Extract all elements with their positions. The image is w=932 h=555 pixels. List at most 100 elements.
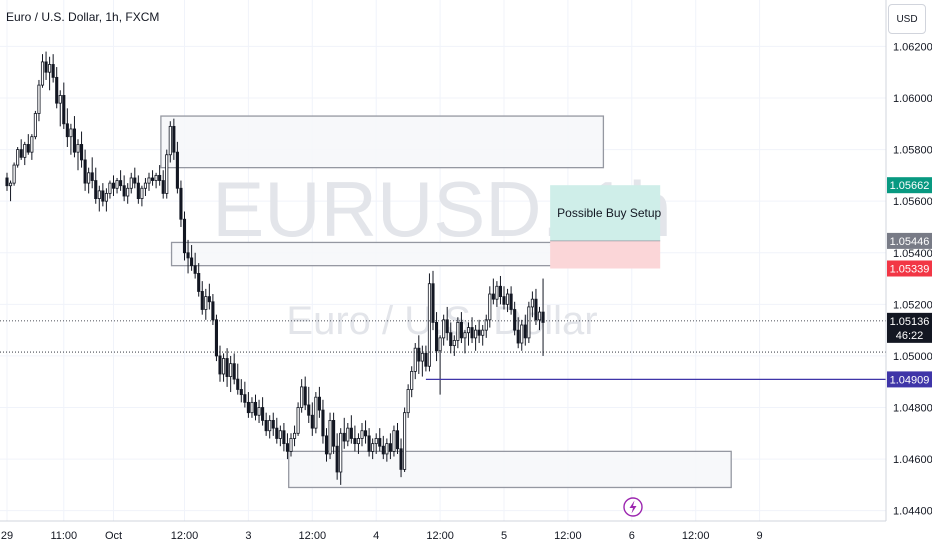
candle-body: [520, 324, 524, 344]
candle-body: [445, 319, 449, 334]
candle-body: [87, 172, 91, 184]
candle-body: [541, 311, 545, 323]
candle-body: [115, 180, 119, 189]
candle-body: [119, 180, 123, 187]
candle-body: [385, 443, 389, 455]
candles: [5, 51, 545, 485]
candle-body: [97, 190, 101, 199]
time-tick-label: 12:00: [426, 530, 454, 542]
candle-body: [30, 136, 34, 153]
candle-body: [339, 432, 343, 473]
candle-body: [456, 322, 460, 341]
candle-body: [12, 164, 16, 184]
supply-zone-upper: [160, 115, 605, 169]
symbol-title[interactable]: Euro / U.S. Dollar, 1h, FXCM: [6, 10, 160, 24]
price-tick-label: 1.05000: [893, 351, 932, 363]
candle-body: [83, 159, 87, 184]
candle-body: [484, 319, 488, 331]
candle-body: [140, 187, 144, 199]
price-tick-label: 1.04400: [893, 506, 932, 518]
candle-body: [65, 123, 69, 138]
candle-body: [403, 412, 407, 470]
candle-body: [33, 113, 37, 138]
price-label-level-bg: [887, 371, 932, 388]
time-tick-label: 12:00: [682, 530, 710, 542]
candle-body: [264, 420, 268, 432]
position-tool[interactable]: Possible Buy Setup: [550, 185, 662, 269]
candle-body: [48, 64, 52, 73]
candle-body: [147, 177, 151, 184]
candle-body: [182, 218, 187, 254]
price-tick-label: 1.04600: [893, 454, 932, 466]
candle-body: [378, 438, 382, 447]
time-tick-label: 12:00: [554, 530, 582, 542]
candle-body: [55, 76, 59, 104]
candle-body: [459, 322, 463, 339]
candle-body: [498, 285, 502, 298]
candle-body: [534, 298, 538, 321]
candle-body: [399, 448, 403, 470]
candle-body: [168, 125, 172, 156]
demand-zone: [288, 450, 732, 489]
price-tick-label: 1.06200: [893, 41, 932, 53]
price-label-target-bg: [887, 177, 932, 194]
price-tick-label: 1.06000: [893, 93, 932, 105]
candle-body: [367, 435, 371, 452]
candle-body: [285, 443, 289, 452]
candle-body: [108, 182, 112, 194]
candle-body: [19, 149, 23, 158]
candle-body: [321, 409, 325, 437]
time-tick-label: 12:00: [299, 530, 327, 542]
candle-body: [349, 427, 353, 439]
candle-body: [69, 128, 73, 138]
candle-body: [481, 329, 485, 336]
candle-body: [179, 187, 183, 220]
candle-body: [122, 185, 126, 197]
candle-body: [296, 407, 300, 434]
currency-button[interactable]: USD: [888, 4, 926, 34]
last-price-label-bg: [887, 312, 932, 343]
candle-body: [200, 291, 204, 310]
candle-body: [136, 182, 140, 199]
candle-body: [76, 144, 80, 153]
candle-body: [449, 332, 453, 347]
candle-body: [26, 144, 30, 153]
candle-body: [51, 64, 55, 78]
candle-body: [58, 95, 62, 104]
candle-body: [530, 298, 534, 308]
candle-body: [72, 128, 77, 153]
candle-body: [232, 363, 236, 380]
price-tick-label: 1.05600: [893, 196, 932, 208]
candle-body: [23, 144, 27, 158]
candle-body: [111, 182, 116, 189]
zones: [160, 115, 732, 489]
lightning-icon-bolt: [629, 500, 637, 514]
candle-body: [424, 352, 428, 367]
candle-body: [80, 144, 84, 161]
candle-body: [94, 180, 98, 199]
candle-body: [214, 319, 219, 357]
candle-body: [395, 430, 400, 450]
lightning-icon[interactable]: [623, 497, 643, 517]
candle-body: [236, 378, 240, 390]
candle-body: [37, 84, 41, 114]
time-tick-label: Oct: [105, 530, 122, 542]
candle-body: [502, 296, 506, 305]
price-label-level: 1.04909: [890, 374, 930, 386]
candle-body: [158, 174, 162, 181]
candle-body: [413, 347, 417, 372]
candle-body: [342, 432, 346, 442]
candle-body: [90, 172, 94, 181]
candle-body: [16, 149, 20, 166]
candle-body: [474, 329, 478, 339]
candle-body: [470, 327, 474, 339]
candle-body: [491, 293, 495, 300]
axes: 1.06200 1.06000 1.05800 1.05600 1.05400 1.052…: [0, 0, 932, 542]
price-labels: 1.05662 1.05446 1.05339 1.04909 1.05136 46:22: [887, 177, 932, 388]
time-tick-label: 3: [245, 530, 251, 542]
candle-body: [509, 293, 513, 310]
candle-body: [150, 177, 155, 181]
candle-body: [193, 265, 197, 274]
